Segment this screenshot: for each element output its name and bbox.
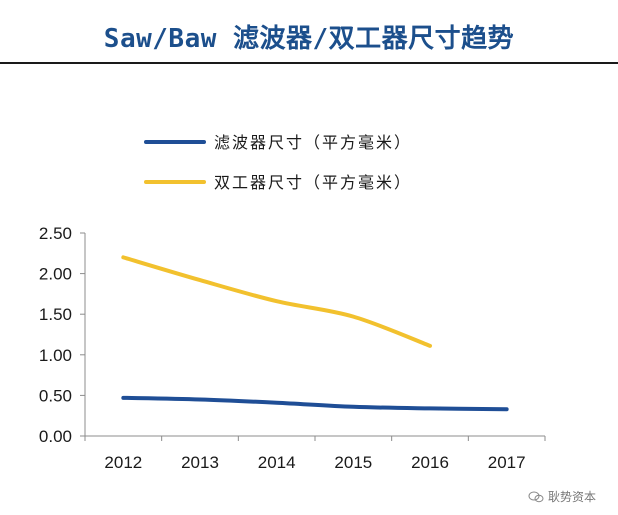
x-tick-label: 2013 [181, 453, 219, 472]
chart-title: Saw/Baw 滤波器/双工器尺寸趋势 [103, 24, 515, 54]
x-tick-label: 2014 [258, 453, 296, 472]
series-line-filter [121, 395, 509, 412]
series-line-duplexer [121, 255, 432, 348]
x-tick-label: 2016 [411, 453, 449, 472]
title-divider [0, 62, 618, 64]
legend-label-duplexer: 双工器尺寸（平方毫米） [214, 173, 412, 192]
y-tick-label: 1.50 [39, 305, 72, 324]
x-tick-label: 2017 [488, 453, 526, 472]
y-tick-label: 0.50 [39, 386, 72, 405]
y-tick-label: 2.50 [39, 224, 72, 243]
y-tick-label: 0.00 [39, 427, 72, 446]
watermark-text: 耿势资本 [547, 490, 596, 504]
x-tick-label: 2012 [104, 453, 142, 472]
watermark: 耿势资本 [528, 488, 596, 505]
legend-label-filter: 滤波器尺寸（平方毫米） [214, 133, 412, 152]
y-tick-label: 1.00 [39, 346, 72, 365]
x-tick-label: 2015 [334, 453, 372, 472]
wechat-icon [528, 491, 544, 503]
y-tick-label: 2.00 [39, 265, 72, 284]
